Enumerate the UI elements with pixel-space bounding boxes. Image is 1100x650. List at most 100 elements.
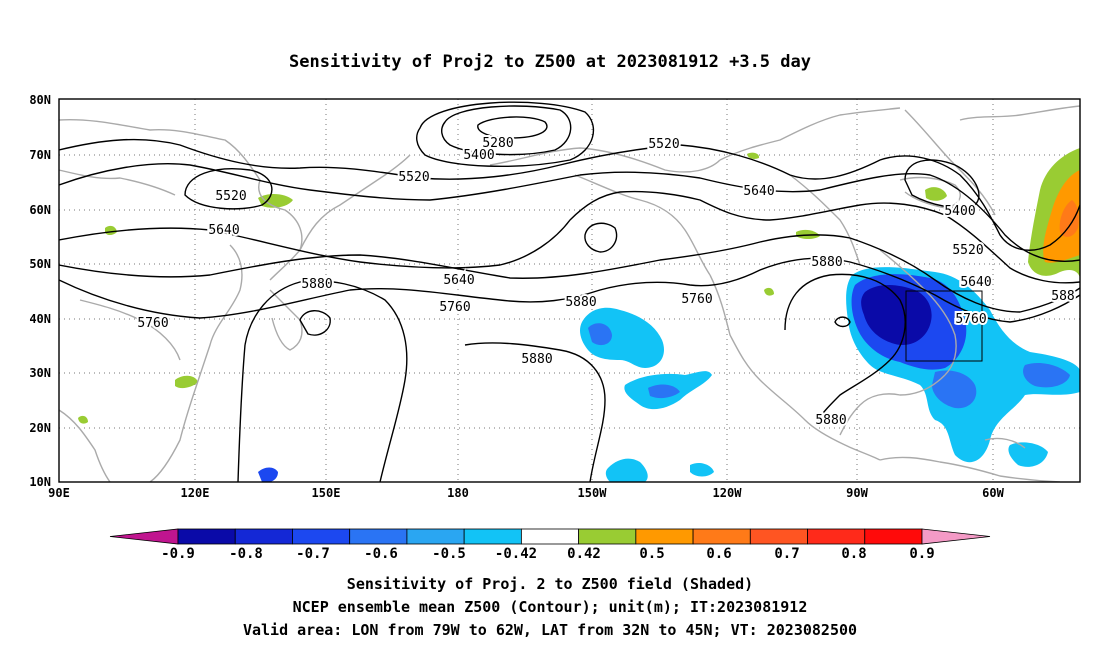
contour-5280-inner xyxy=(477,116,548,139)
colorbar-swatch xyxy=(749,528,808,545)
contour-label: 5520 xyxy=(648,137,679,152)
colorbar-label: 0.8 xyxy=(841,546,866,562)
contour-5760-b xyxy=(59,234,1080,313)
map-frame xyxy=(58,98,1081,483)
colorbar-left-arrow xyxy=(109,528,179,545)
colorbar-label: 0.5 xyxy=(639,546,664,562)
contour-5280-outer xyxy=(441,105,572,156)
lat-label: 80N xyxy=(29,93,51,107)
latitude-labels: 80N 70N 60N 50N 40N 30N 20N 10N xyxy=(29,93,51,489)
contour-5400-canada xyxy=(904,159,980,209)
contour-label: 5880 xyxy=(521,352,552,367)
negative-shade-pacific4 xyxy=(690,462,714,477)
colorbar-right-arrow xyxy=(921,528,991,545)
caption-line-1: Sensitivity of Proj. 2 to Z500 field (Sh… xyxy=(347,575,753,593)
negative-shade-pacific3 xyxy=(605,458,648,482)
colorbar-labels: -0.9 -0.8 -0.7 -0.6 -0.5 -0.42 0.42 0.5 … xyxy=(161,546,935,562)
contour-label: 5400 xyxy=(944,204,975,219)
contour-5880-west xyxy=(237,280,408,482)
contour-5640-main xyxy=(59,190,1080,284)
contour-label: 5760 xyxy=(681,292,712,307)
positive-shade-alaska xyxy=(747,152,760,159)
contour-label: 5880 xyxy=(565,295,596,310)
lon-label: 120E xyxy=(181,486,210,500)
positive-shade-kamchatka xyxy=(258,194,293,208)
contour-5400-low xyxy=(416,101,595,167)
colorbar-label: -0.7 xyxy=(296,546,330,562)
colorbar-label: -0.6 xyxy=(364,546,398,562)
negative-shade-pacific2-core xyxy=(648,384,680,399)
lon-label: 120W xyxy=(713,486,743,500)
positive-shade-atlantic-red xyxy=(1059,200,1079,237)
lat-label: 10N xyxy=(29,475,51,489)
colorbar-swatch xyxy=(635,528,694,545)
colorbar-swatch xyxy=(692,528,751,545)
caption-line-2: NCEP ensemble mean Z500 (Contour); unit(… xyxy=(293,598,808,616)
colorbar-swatch xyxy=(520,528,580,545)
contour-5880-low-east xyxy=(834,316,851,328)
colorbar-swatch xyxy=(807,528,866,545)
colorbar-label: 0.6 xyxy=(706,546,731,562)
contour-label: 5400 xyxy=(463,148,494,163)
lon-label: 150W xyxy=(578,486,608,500)
negative-shade-gulf xyxy=(932,370,977,409)
negative-shade-caribbean xyxy=(1008,442,1048,467)
colorbar-label: -0.42 xyxy=(495,546,537,562)
colorbar-label: 0.7 xyxy=(774,546,799,562)
negative-shade-gulf2 xyxy=(964,418,983,447)
contour-label: 5640 xyxy=(960,275,991,290)
lon-label: 150E xyxy=(312,486,341,500)
colorbar-swatch xyxy=(406,528,465,545)
negative-shade-atlantic xyxy=(1023,363,1070,388)
contour-5640-north xyxy=(59,163,1080,262)
lon-label: 90E xyxy=(48,486,70,500)
contour-label: 5280 xyxy=(482,136,513,151)
lon-label: 90W xyxy=(846,486,868,500)
colorbar-swatch xyxy=(578,528,637,545)
colorbar-swatches xyxy=(109,528,991,545)
contour-5520-kamchatka xyxy=(184,168,273,210)
colorbar-swatch xyxy=(234,528,293,545)
contour-label: 5640 xyxy=(443,273,474,288)
contour-label: 5520 xyxy=(398,170,429,185)
longitude-labels: 90E 120E 150E 180 150W 120W 90W 60W xyxy=(48,486,1004,500)
colorbar-swatch xyxy=(463,528,522,545)
gridlines xyxy=(59,99,1080,482)
negative-shade-pacific1 xyxy=(580,307,665,368)
lat-label: 50N xyxy=(29,257,51,271)
valid-area-box xyxy=(905,290,983,362)
map-title: Sensitivity of Proj2 to Z500 at 20230819… xyxy=(289,52,811,72)
contour-5880-east xyxy=(784,273,906,426)
positive-shade-taiwan xyxy=(175,375,198,389)
contour-5880-low-west xyxy=(299,310,331,336)
negative-shade-pacific1-core xyxy=(588,323,612,346)
lat-label: 30N xyxy=(29,366,51,380)
contour-label: 5880 xyxy=(301,277,332,292)
negative-shade-us-core xyxy=(861,285,932,346)
positive-shade-canada xyxy=(925,187,947,201)
colorbar-label: 0.42 xyxy=(567,546,601,562)
contour-5640-alaska xyxy=(584,222,618,253)
contour-label: 5760 xyxy=(955,312,986,327)
colorbar-label: -0.9 xyxy=(161,546,195,562)
map-panel xyxy=(58,98,1081,483)
contour-labels: 5280 5400 5520 5520 5520 5640 5640 5640 … xyxy=(135,134,1076,430)
caption-line-3: Valid area: LON from 79W to 62W, LAT fro… xyxy=(243,621,857,639)
lat-label: 70N xyxy=(29,148,51,162)
colorbar-swatch xyxy=(292,528,351,545)
contour-5760-main xyxy=(59,257,1080,323)
contour-label: 5520 xyxy=(215,189,246,204)
colorbar-swatch xyxy=(864,528,923,545)
z500-contours xyxy=(59,101,1080,482)
lon-label: 180 xyxy=(447,486,469,500)
contour-label: 5880 xyxy=(811,255,842,270)
contour-label: 5760 xyxy=(439,300,470,315)
positive-shade-rockies xyxy=(764,287,774,296)
contour-label: 5760 xyxy=(137,316,168,331)
colorbar-swatch xyxy=(177,528,236,545)
positive-shade-india xyxy=(78,415,88,424)
colorbar-label: 0.9 xyxy=(909,546,934,562)
colorbar-label: -0.8 xyxy=(229,546,263,562)
contour-label: 5880 xyxy=(815,413,846,428)
lat-label: 20N xyxy=(29,421,51,435)
